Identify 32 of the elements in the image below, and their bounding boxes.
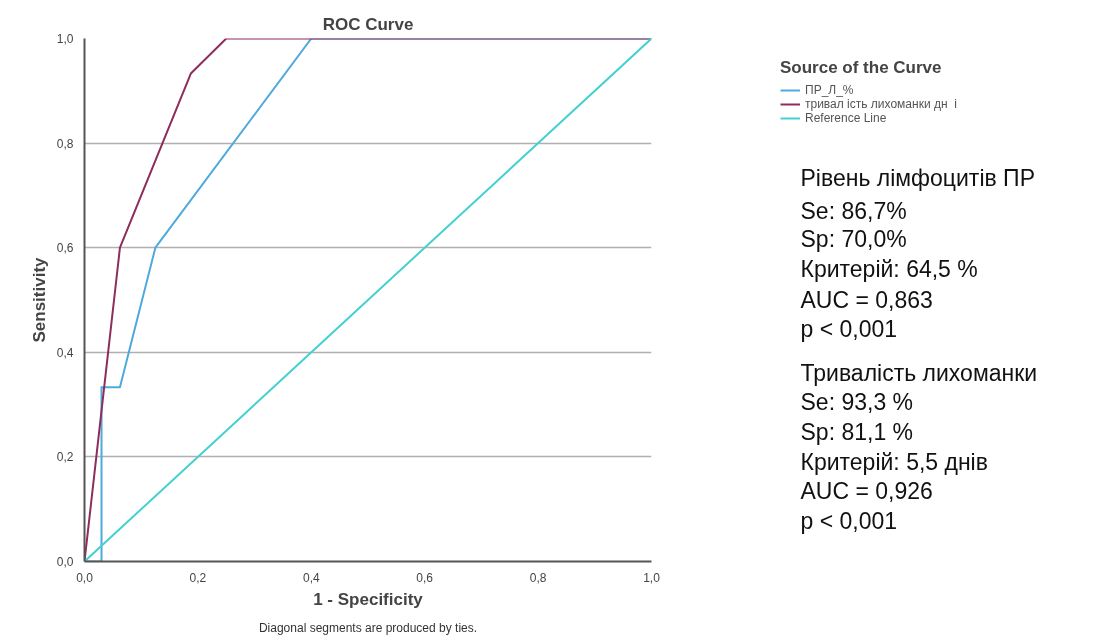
- x-tick-label: 0,0: [76, 570, 94, 585]
- y-tick-label: 0,2: [56, 450, 74, 465]
- text: Diagonal segments are produced by ties.: [258, 620, 478, 635]
- x-tick-label: 0,4: [302, 570, 320, 585]
- x-tick-label: 1,0: [643, 570, 661, 585]
- text: p < 0,001: [800, 507, 898, 534]
- y-tick-label: 0,4: [56, 345, 74, 360]
- y-tick-label: 0,8: [56, 136, 74, 151]
- text: Критерій: 64,5 %: [800, 255, 978, 282]
- text: Критерій: 5,5 днів: [800, 448, 988, 475]
- y-tick-label: 1,0: [56, 32, 74, 46]
- chart-title: ROC Curve: [322, 14, 414, 34]
- x-tick-label: 0,6: [416, 570, 434, 585]
- legend-label: тривал ість лихоманки дн і: [805, 97, 957, 111]
- x-tick-label: 0,2: [189, 570, 207, 585]
- legend-label: Reference Line: [805, 111, 887, 125]
- legend-label: ПР_Л_%: [805, 83, 854, 97]
- y-tick-label: 0,0: [56, 555, 74, 569]
- text: p < 0,001: [800, 315, 898, 342]
- text: Se: 93,3 %: [800, 389, 914, 416]
- text: Sp: 81,1 %: [800, 418, 914, 445]
- x-tick-label: 0,8: [529, 570, 547, 585]
- y-tick-label: 0,6: [56, 241, 74, 256]
- text: Sp: 70,0%: [800, 226, 907, 253]
- text: Рівень лімфоцитів ПР: [800, 165, 1035, 192]
- text: Тривалість лихоманки: [800, 360, 1038, 387]
- y-axis-title: Sensitivity: [29, 256, 49, 343]
- text: AUC = 0,926: [800, 478, 933, 505]
- x-axis-title: 1 - Specificity: [313, 589, 424, 609]
- legend-title: Source of the Curve: [780, 58, 943, 78]
- text: Se: 86,7%: [800, 198, 907, 225]
- text: AUC = 0,863: [800, 286, 933, 313]
